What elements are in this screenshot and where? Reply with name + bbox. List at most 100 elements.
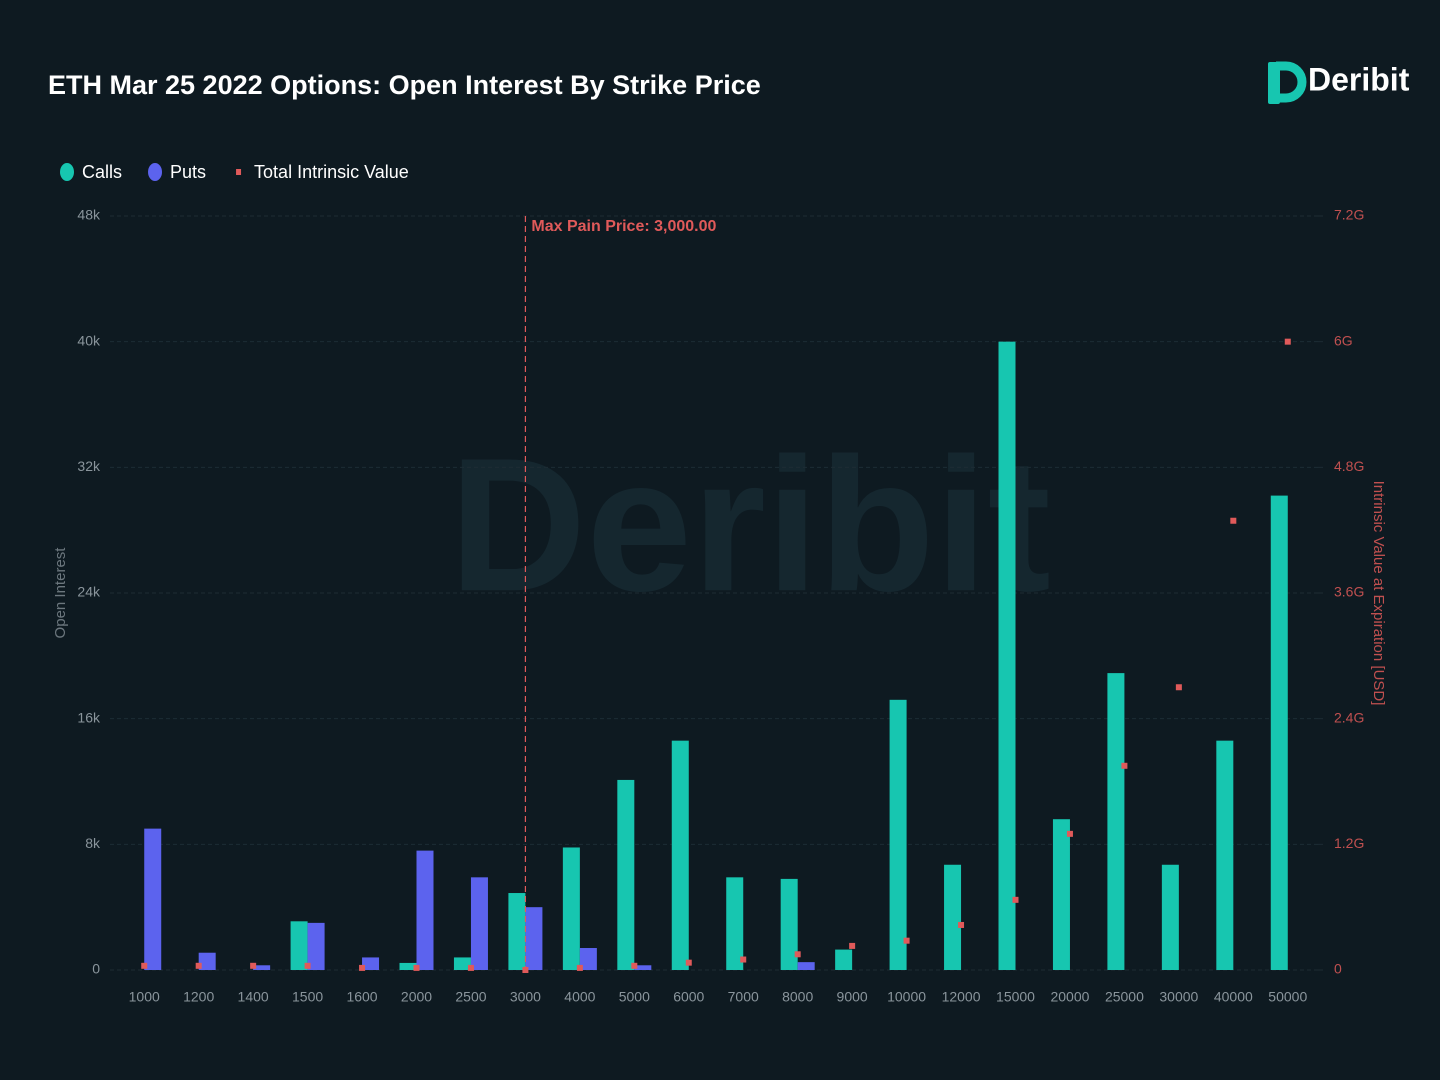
x-tick-label: 6000 — [673, 989, 704, 1005]
bar — [290, 921, 308, 970]
x-tick-label: 1600 — [346, 989, 377, 1005]
intrinsic-point — [685, 959, 692, 966]
bar — [1216, 740, 1234, 970]
intrinsic-point — [1066, 830, 1073, 837]
x-tick-label: 1000 — [129, 989, 160, 1005]
x-tick-label: 4000 — [564, 989, 595, 1005]
x-tick-label: 9000 — [837, 989, 868, 1005]
bar — [889, 699, 907, 970]
bar — [470, 877, 488, 970]
watermark: Deribit — [449, 419, 1051, 631]
bar — [1052, 819, 1070, 970]
intrinsic-point — [903, 937, 910, 944]
bar — [579, 948, 597, 970]
intrinsic-point — [467, 964, 474, 971]
x-tick-label: 7000 — [728, 989, 759, 1005]
bar — [1107, 673, 1125, 970]
intrinsic-point — [304, 962, 311, 969]
y2-tick-label: 2.4G — [1334, 709, 1364, 725]
x-tick-label: 25000 — [1105, 989, 1144, 1005]
chart-title: ETH Mar 25 2022 Options: Open Interest B… — [48, 70, 761, 100]
x-tick-label: 10000 — [887, 989, 926, 1005]
intrinsic-point — [1284, 338, 1291, 345]
x-tick-label: 20000 — [1050, 989, 1089, 1005]
y2-tick-label: 3.6G — [1334, 584, 1364, 600]
x-tick-label: 2000 — [401, 989, 432, 1005]
brand-logo: Deribit — [1268, 61, 1410, 104]
y-tick-label: 8k — [85, 835, 101, 851]
intrinsic-point — [958, 921, 965, 928]
intrinsic-point — [794, 951, 801, 958]
intrinsic-point — [413, 964, 420, 971]
y-tick-label: 40k — [77, 332, 101, 348]
bar — [634, 965, 652, 970]
bar — [780, 878, 798, 970]
x-tick-label: 30000 — [1159, 989, 1198, 1005]
max-pain-label: Max Pain Price: 3,000.00 — [531, 218, 716, 235]
intrinsic-point — [849, 942, 856, 949]
bar — [797, 962, 815, 970]
y2-tick-label: 0 — [1334, 961, 1342, 977]
y-tick-label: 0 — [92, 961, 100, 977]
y2-axis-title: Intrinsic Value at Expiration [USD] — [1370, 481, 1387, 706]
bar — [562, 847, 580, 970]
y2-tick-label: 1.2G — [1334, 835, 1364, 851]
intrinsic-point — [1230, 517, 1237, 524]
intrinsic-point — [250, 962, 257, 969]
y-axis-title: Open Interest — [52, 547, 69, 639]
bar — [307, 922, 325, 970]
x-tick-label: 3000 — [510, 989, 541, 1005]
bar — [508, 893, 526, 970]
x-tick-label: 1400 — [238, 989, 269, 1005]
bar — [416, 850, 434, 970]
bar — [144, 828, 162, 970]
bar — [362, 957, 380, 970]
legend-marker — [60, 163, 74, 181]
intrinsic-point — [359, 964, 366, 971]
intrinsic-point — [141, 962, 148, 969]
bar — [453, 957, 471, 970]
logo-curve — [1276, 61, 1307, 103]
bar — [198, 952, 216, 970]
intrinsic-point — [195, 962, 202, 969]
x-tick-label: 50000 — [1268, 989, 1307, 1005]
bar — [1161, 864, 1179, 970]
bar — [726, 877, 744, 970]
y-tick-label: 48k — [77, 207, 101, 223]
bar — [998, 341, 1016, 971]
intrinsic-point — [1121, 762, 1128, 769]
x-tick-label: 1200 — [183, 989, 214, 1005]
intrinsic-point — [740, 956, 747, 963]
intrinsic-point — [631, 962, 638, 969]
x-tick-label: 2500 — [455, 989, 486, 1005]
x-tick-label: 5000 — [619, 989, 650, 1005]
y2-tick-label: 4.8G — [1334, 458, 1364, 474]
bar — [1270, 495, 1288, 970]
legend-label: Puts — [170, 162, 206, 182]
bar — [835, 949, 853, 970]
y-tick-label: 16k — [77, 709, 101, 725]
bar — [253, 965, 271, 970]
intrinsic-point — [1012, 896, 1019, 903]
bar — [525, 907, 543, 970]
bar — [671, 740, 689, 970]
y2-tick-label: 7.2G — [1334, 207, 1364, 223]
bar — [944, 864, 962, 970]
y-tick-label: 32k — [77, 458, 101, 474]
legend-marker — [148, 163, 163, 181]
intrinsic-point — [1175, 684, 1182, 691]
legend-marker — [236, 169, 242, 175]
brand-name: Deribit — [1308, 61, 1410, 97]
y2-tick-label: 6G — [1334, 332, 1353, 348]
legend-label: Calls — [82, 162, 122, 182]
bar — [617, 779, 635, 970]
x-tick-label: 1500 — [292, 989, 323, 1005]
y-tick-label: 24k — [77, 584, 101, 600]
bar — [399, 962, 417, 970]
legend-label: Total Intrinsic Value — [254, 162, 409, 182]
intrinsic-point — [576, 964, 583, 971]
x-tick-label: 12000 — [942, 989, 981, 1005]
x-tick-label: 40000 — [1214, 989, 1253, 1005]
